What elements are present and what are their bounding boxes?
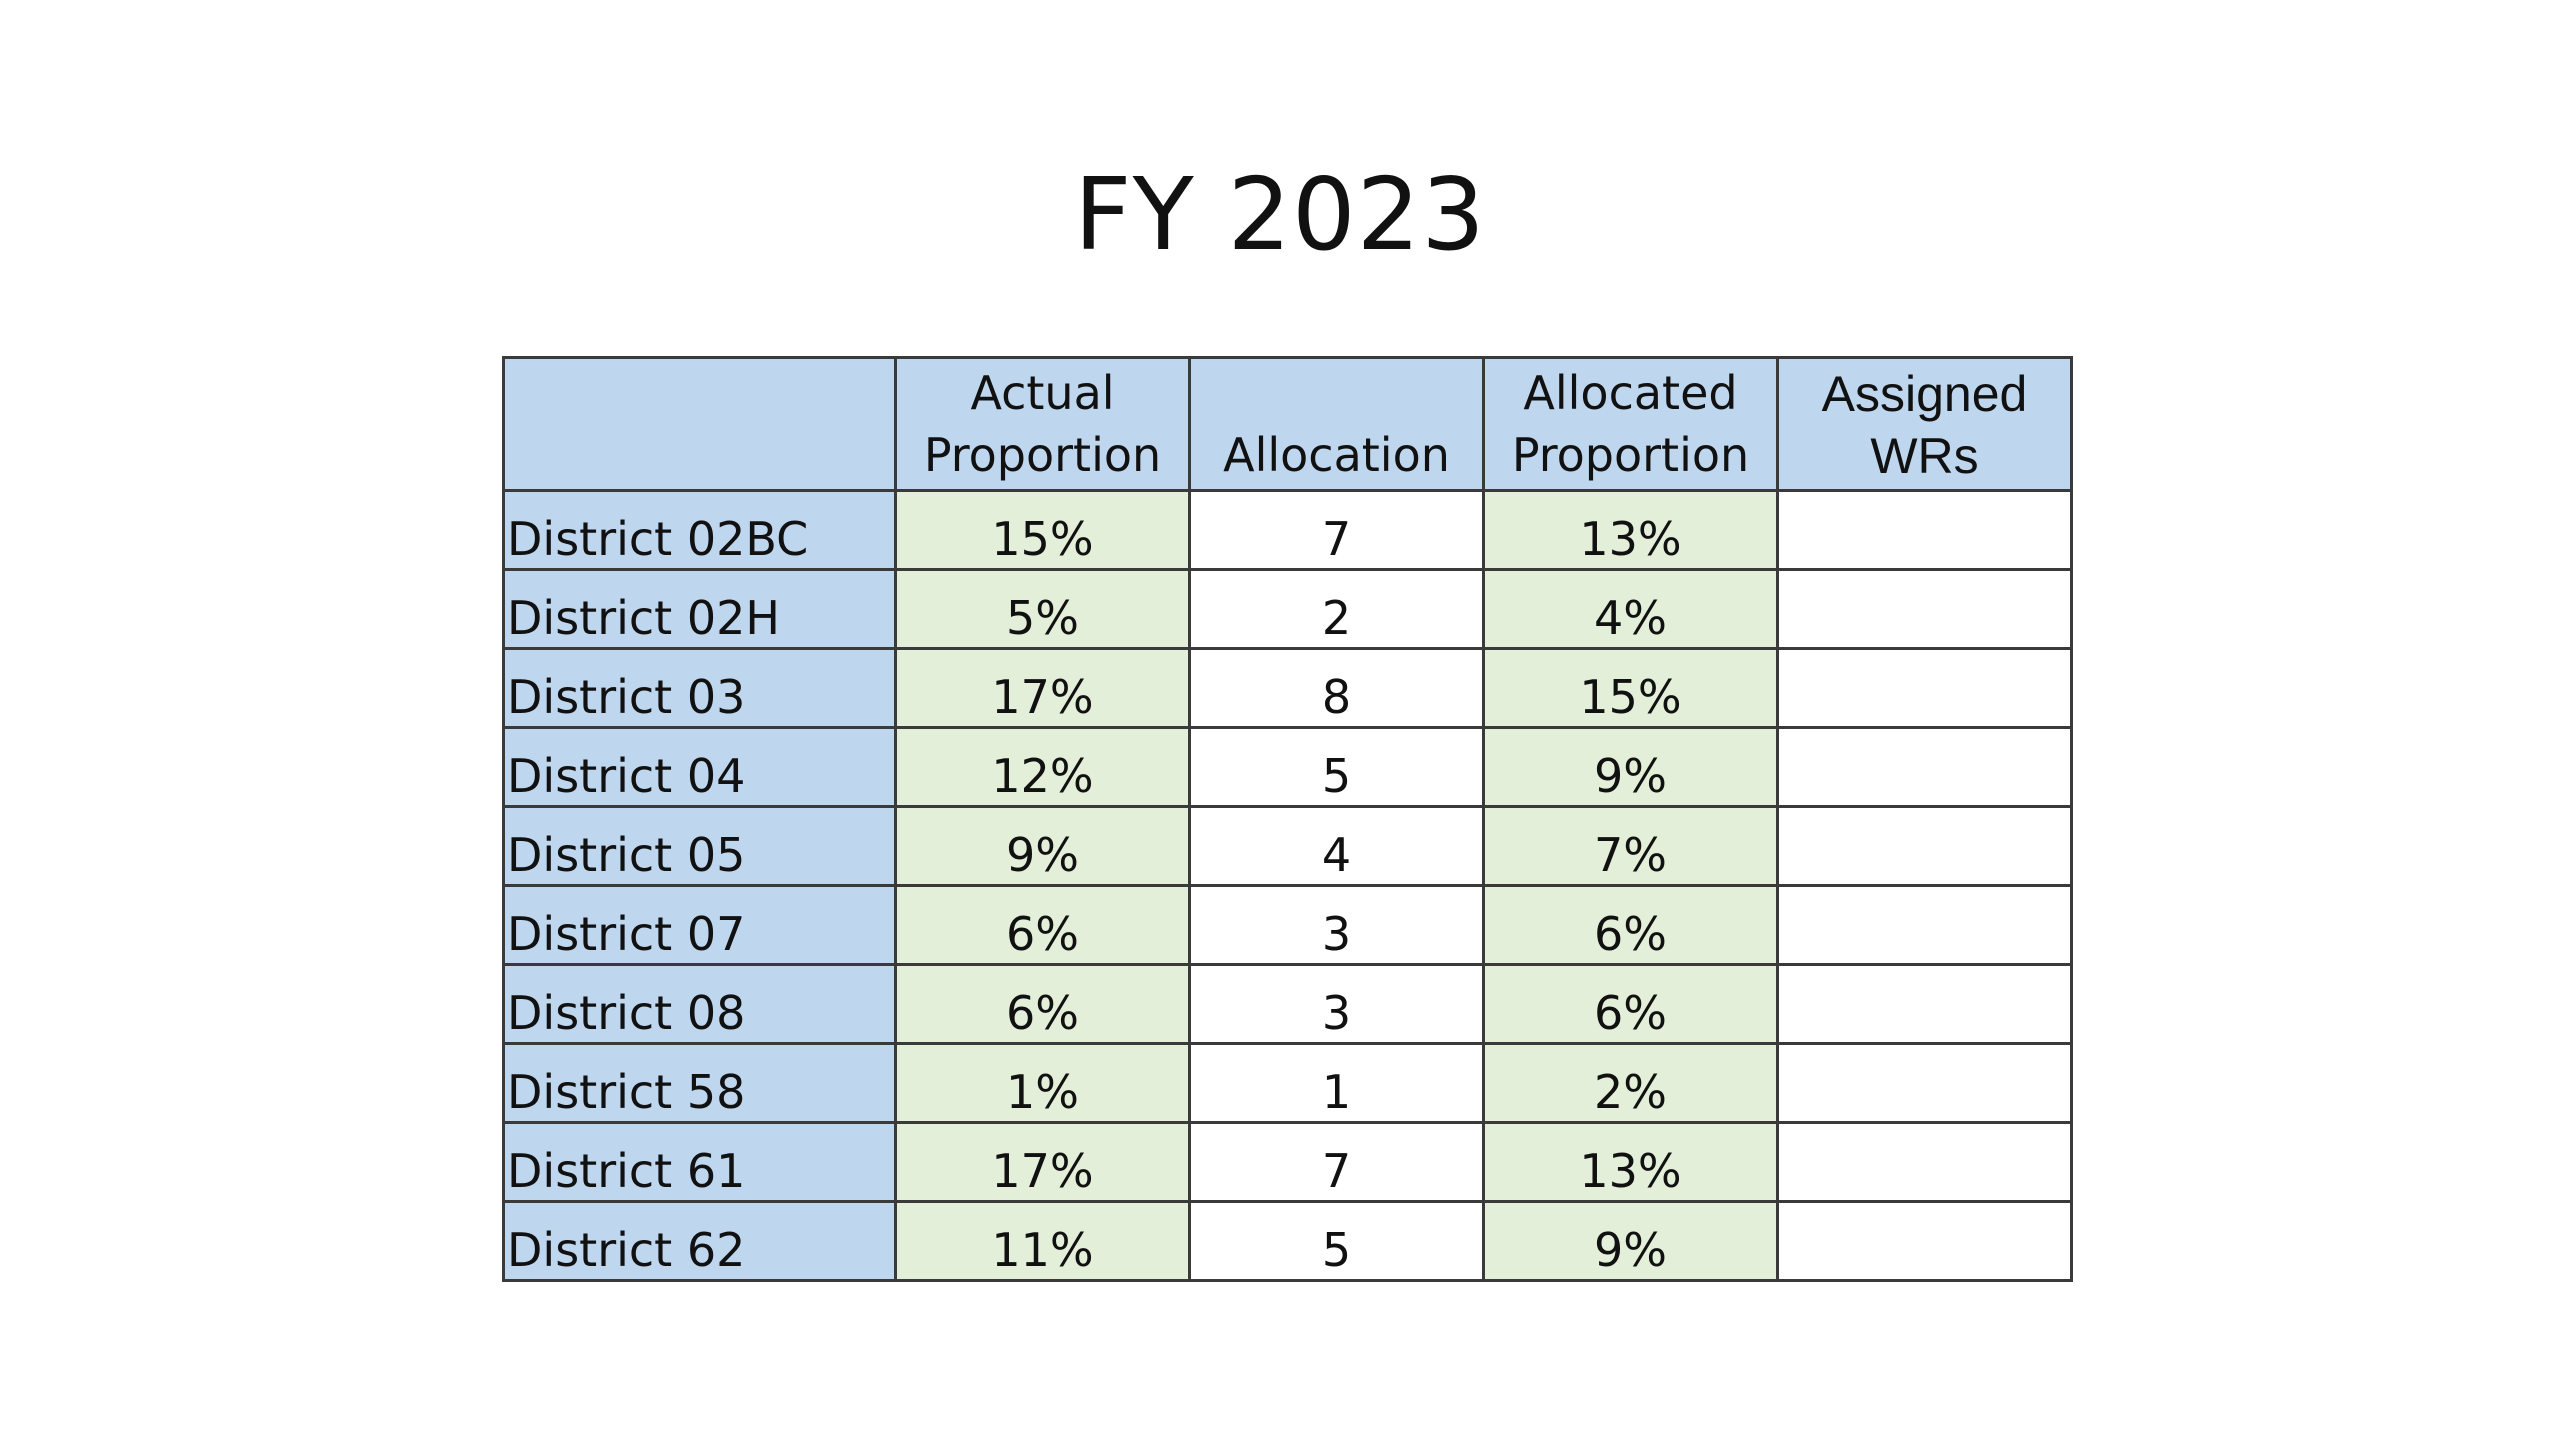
district-cell: District 07 [502,884,897,966]
district-cell: District 61 [502,1121,897,1203]
table-row: District 02BC 15% 7 13% [502,489,2073,571]
header-actual-line1: Actual [970,366,1115,420]
allocated-proportion-cell: 15% [1482,647,1779,729]
table-row: District 04 12% 5 9% [502,726,2073,808]
allocated-proportion-cell: 6% [1482,884,1779,966]
assigned-wrs-cell[interactable] [1776,1042,2073,1124]
header-row: Actual Proportion Allocation Allocated P… [502,356,2073,492]
actual-proportion-cell: 11% [894,1200,1191,1282]
district-cell: District 05 [502,805,897,887]
district-cell: District 02BC [502,489,897,571]
header-allocated-line2: Proportion [1511,428,1750,482]
table-row: District 08 6% 3 6% [502,963,2073,1045]
header-district [502,356,897,492]
actual-proportion-cell: 12% [894,726,1191,808]
actual-proportion-cell: 1% [894,1042,1191,1124]
allocated-proportion-cell: 9% [1482,726,1779,808]
assigned-wrs-cell[interactable] [1776,647,2073,729]
allocation-cell: 8 [1188,647,1485,729]
assigned-wrs-cell[interactable] [1776,963,2073,1045]
header-allocation-spacer [1191,362,1482,424]
allocation-table: Actual Proportion Allocation Allocated P… [502,356,2073,1282]
actual-proportion-cell: 5% [894,568,1191,650]
assigned-wrs-cell[interactable] [1776,489,2073,571]
allocation-cell: 7 [1188,489,1485,571]
header-allocated-line1: Allocated [1523,366,1738,420]
assigned-wrs-cell[interactable] [1776,1121,2073,1203]
district-cell: District 02H [502,568,897,650]
district-cell: District 08 [502,963,897,1045]
district-cell: District 58 [502,1042,897,1124]
allocation-cell: 3 [1188,963,1485,1045]
header-assigned-line2: WRs [1870,428,1979,484]
district-cell: District 04 [502,726,897,808]
header-assigned-line1: Assigned [1821,366,2028,422]
actual-proportion-cell: 9% [894,805,1191,887]
header-allocation: Allocation [1188,356,1485,492]
allocated-proportion-cell: 13% [1482,1121,1779,1203]
table-row: District 03 17% 8 15% [502,647,2073,729]
actual-proportion-cell: 6% [894,963,1191,1045]
allocation-cell: 2 [1188,568,1485,650]
header-allocated-proportion: Allocated Proportion [1482,356,1779,492]
allocation-cell: 1 [1188,1042,1485,1124]
assigned-wrs-cell[interactable] [1776,726,2073,808]
allocation-cell: 5 [1188,1200,1485,1282]
table-row: District 61 17% 7 13% [502,1121,2073,1203]
allocated-proportion-cell: 4% [1482,568,1779,650]
district-cell: District 03 [502,647,897,729]
assigned-wrs-cell[interactable] [1776,805,2073,887]
allocation-cell: 3 [1188,884,1485,966]
slide-title: FY 2023 [1074,156,1486,273]
allocation-cell: 7 [1188,1121,1485,1203]
header-actual-proportion: Actual Proportion [894,356,1191,492]
header-allocation-label: Allocation [1223,428,1450,482]
actual-proportion-cell: 17% [894,1121,1191,1203]
actual-proportion-cell: 17% [894,647,1191,729]
allocated-proportion-cell: 13% [1482,489,1779,571]
allocated-proportion-cell: 2% [1482,1042,1779,1124]
allocation-cell: 5 [1188,726,1485,808]
assigned-wrs-cell[interactable] [1776,884,2073,966]
assigned-wrs-cell[interactable] [1776,1200,2073,1282]
header-assigned-wrs: Assigned WRs [1776,356,2073,492]
table-row: District 62 11% 5 9% [502,1200,2073,1282]
district-cell: District 62 [502,1200,897,1282]
table-row: District 02H 5% 2 4% [502,568,2073,650]
actual-proportion-cell: 6% [894,884,1191,966]
allocated-proportion-cell: 6% [1482,963,1779,1045]
allocation-cell: 4 [1188,805,1485,887]
table-row: District 07 6% 3 6% [502,884,2073,966]
header-actual-line2: Proportion [923,428,1162,482]
table-row: District 05 9% 4 7% [502,805,2073,887]
table-row: District 58 1% 1 2% [502,1042,2073,1124]
actual-proportion-cell: 15% [894,489,1191,571]
allocated-proportion-cell: 9% [1482,1200,1779,1282]
allocated-proportion-cell: 7% [1482,805,1779,887]
assigned-wrs-cell[interactable] [1776,568,2073,650]
